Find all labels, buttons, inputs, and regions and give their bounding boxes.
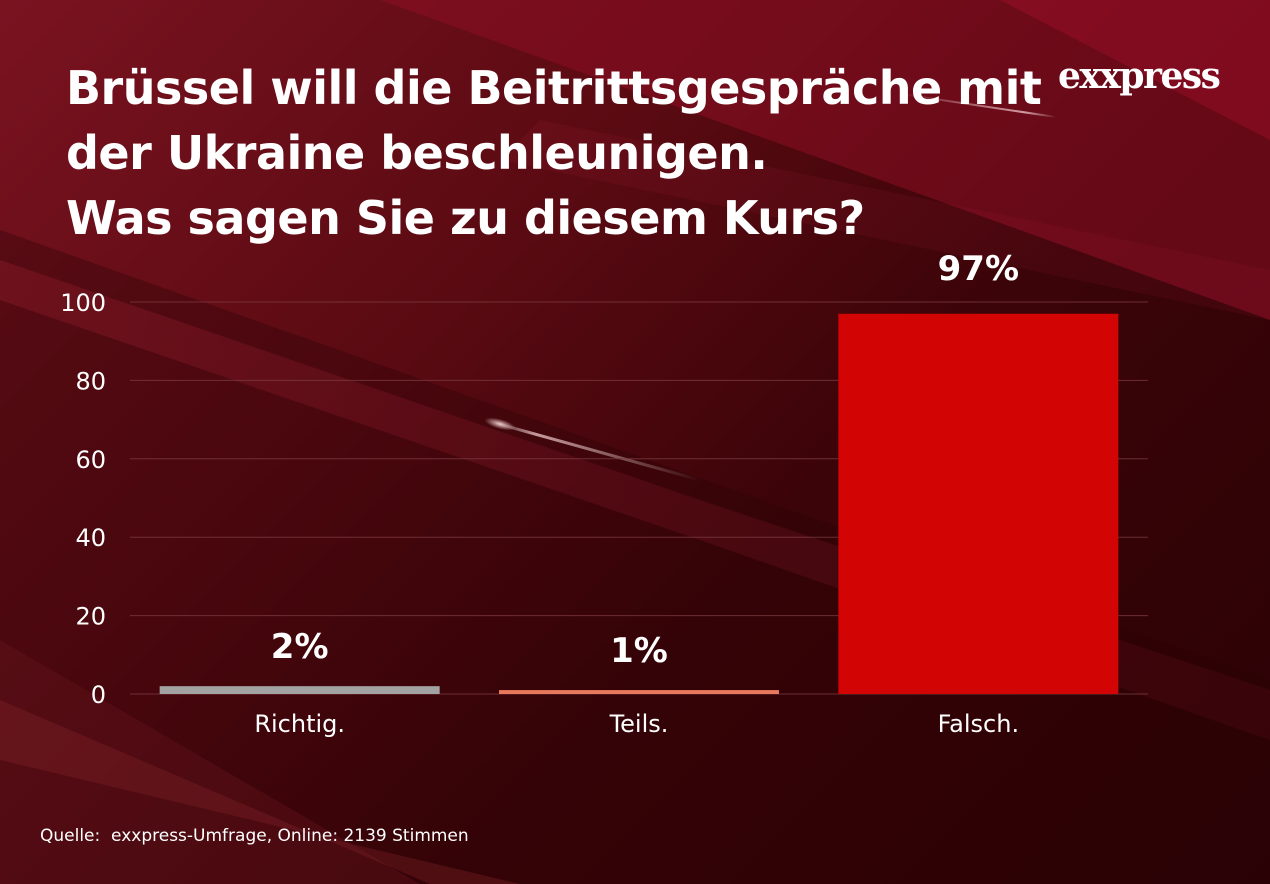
y-tick-label: 100 xyxy=(60,289,106,317)
y-tick-label: 40 xyxy=(75,524,106,552)
y-tick-label: 60 xyxy=(75,446,106,474)
y-tick-label: 0 xyxy=(91,681,106,709)
x-tick-label: Falsch. xyxy=(938,710,1020,738)
y-tick-label: 20 xyxy=(75,603,106,631)
data-label: 2% xyxy=(271,627,329,667)
exxpress-logo: exxpress xyxy=(1058,52,1221,100)
data-label: 1% xyxy=(610,631,668,671)
bar-falsch xyxy=(838,313,1119,694)
title-line-1: Brüssel will die Beitrittsgespräche mit xyxy=(66,61,1042,115)
title-line-3: Was sagen Sie zu diesem Kurs? xyxy=(66,191,865,245)
title-line-2: der Ukraine beschleunigen. xyxy=(66,126,768,180)
bar-teils xyxy=(499,690,779,694)
logo-text: exxpress xyxy=(1058,55,1221,97)
page-title: Brüssel will die Beitrittsgespräche mit … xyxy=(66,56,1042,251)
x-tick-label: Richtig. xyxy=(254,710,345,738)
bar-richtig xyxy=(159,686,440,694)
x-tick-label: Teils. xyxy=(609,710,669,738)
data-label: 97% xyxy=(938,249,1019,289)
y-tick-label: 80 xyxy=(75,367,106,395)
source-note: Quelle: exxpress-Umfrage, Online: 2139 S… xyxy=(40,826,469,846)
